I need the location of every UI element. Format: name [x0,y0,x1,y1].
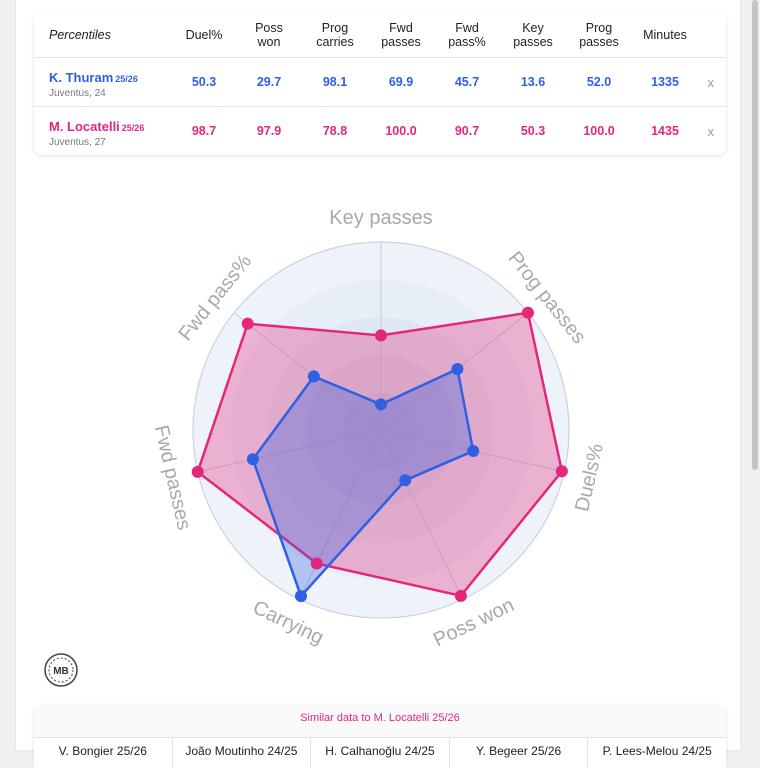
player-season: 25/26 [121,123,145,133]
radar-point [375,398,387,411]
radar-point [521,306,534,319]
value-duel-pct: 98.7 [191,124,217,138]
radar-point [307,370,320,383]
similar-player[interactable]: H. Calhanoğlu 24/25 [311,738,450,768]
value-fwd-pass-pct: 90.7 [454,124,480,138]
logo-text: MB [53,666,69,677]
mb-logo: MB [44,653,78,687]
player-name-cell[interactable]: M. Locatelli 25/26 Juventus, 27 [49,118,144,148]
player-name[interactable]: K. Thuram [49,70,114,85]
value-poss-won: 29.7 [256,75,282,89]
value-prog-passes: 100.0 [583,124,615,138]
similar-player[interactable]: João Moutinho 24/25 [173,738,312,768]
similar-title: Similar data to M. Locatelli 25/26 [300,712,460,724]
similar-player[interactable]: V. Bongier 25/26 [34,738,173,768]
col-prog-passes[interactable]: Prog passes [579,20,619,49]
value-key-passes: 13.6 [520,75,546,89]
player-club: Juventus, 24 [49,88,106,99]
radar-axis-label: Fwd passes [150,423,195,532]
radar-point [451,363,464,376]
radar-point [246,453,259,466]
remove-player-button[interactable]: x [707,74,715,90]
value-minutes: 1435 [651,124,679,138]
col-minutes[interactable]: Minutes [643,27,687,42]
remove-player-button[interactable]: x [707,123,715,139]
value-fwd-passes: 100.0 [385,124,417,138]
table-header: Percentiles Duel% Poss won Prog carries … [34,12,726,58]
value-duel-pct: 50.3 [191,75,217,89]
radar-axis-label: Key passes [329,207,432,229]
radar-point [294,590,307,603]
radar-spoke [197,429,382,473]
radar-spoke [298,429,382,600]
col-duel-pct[interactable]: Duel% [185,27,223,42]
scrollbar-thumb[interactable] [752,0,758,470]
value-prog-carries: 78.8 [322,124,348,138]
col-key-passes[interactable]: Key passes [513,20,553,49]
radar-point [467,445,480,458]
similar-players-panel: Similar data to M. Locatelli 25/26 V. Bo… [34,705,726,768]
player-season: 25/26 [115,74,138,84]
value-fwd-pass-pct: 45.7 [454,75,480,89]
value-poss-won: 97.9 [256,124,282,138]
table-row: M. Locatelli 25/26 Juventus, 27 98.7 97.9… [34,107,726,155]
similar-list: V. Bongier 25/26 João Moutinho 24/25 H. … [34,737,726,768]
col-poss-won[interactable]: Poss won [255,20,283,49]
similar-player[interactable]: P. Lees-Melou 24/25 [602,744,712,758]
table-row: K. Thuram 25/26 Juventus, 24 50.3 29.7 98… [34,58,726,107]
radar-point [375,329,387,342]
scrollbar[interactable] [750,0,760,750]
col-fwd-pass-pct[interactable]: Fwd pass% [448,20,486,49]
header-percentiles: Percentiles [49,27,111,42]
player-club: Juventus, 27 [49,137,106,148]
radar-spoke [380,429,464,600]
radar-series-area [251,367,475,598]
value-minutes: 1335 [651,75,679,89]
col-prog-carries[interactable]: Prog carries [316,20,354,49]
value-prog-passes: 52.0 [586,75,612,89]
percentile-table: Percentiles Duel% Poss won Prog carries … [34,12,726,155]
value-key-passes: 50.3 [520,124,546,138]
player-name[interactable]: M. Locatelli [49,119,120,134]
radar-axis-label: Duels% [571,441,608,513]
radar-point [191,465,204,478]
radar-series-area [196,311,564,598]
radar-point [555,465,568,478]
radar-point [399,474,412,487]
similar-player[interactable]: Y. Begeer 25/26 [450,738,589,768]
radar-spoke [233,312,382,431]
player-name-cell[interactable]: K. Thuram 25/26 Juventus, 24 [49,69,138,99]
radar-point [310,557,323,570]
value-fwd-passes: 69.9 [388,75,414,89]
radar-point [241,317,254,330]
radar-point [454,589,467,602]
col-fwd-passes[interactable]: Fwd passes [381,20,421,49]
value-prog-carries: 98.1 [322,75,348,89]
